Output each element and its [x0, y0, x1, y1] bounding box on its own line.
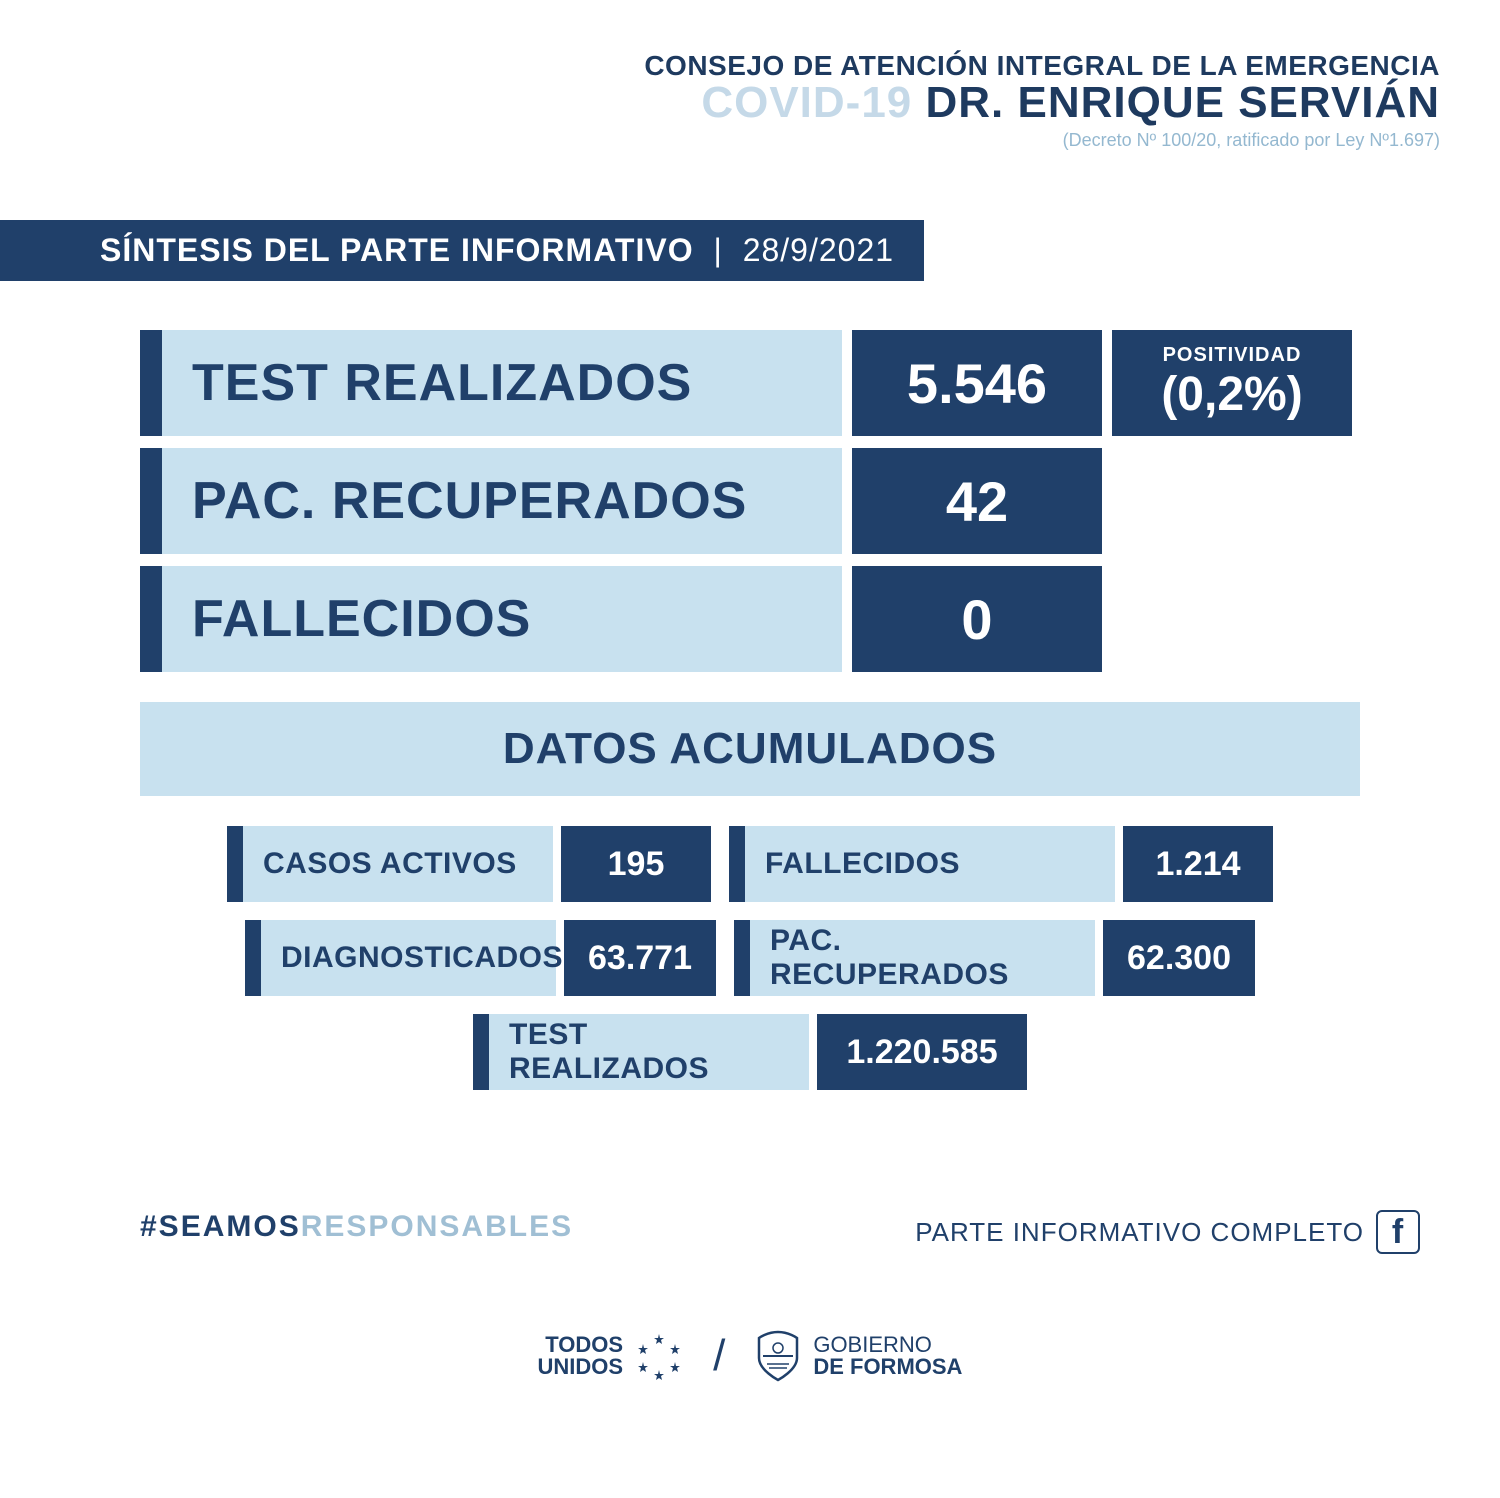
item-accum-tests: TEST REALIZADOS 1.220.585 — [473, 1014, 1027, 1090]
header-doctor: DR. ENRIQUE SERVIÁN — [912, 78, 1440, 127]
label-diagnosed: DIAGNOSTICADOS — [261, 920, 556, 996]
accent-bar — [140, 330, 162, 436]
item-active: CASOS ACTIVOS 195 — [227, 826, 711, 902]
positivity-box: POSITIVIDAD (0,2%) — [1112, 330, 1352, 436]
positivity-label: POSITIVIDAD — [1163, 344, 1302, 367]
shield-icon — [755, 1330, 801, 1382]
logo-text-todos: TODOS UNIDOS — [538, 1334, 624, 1378]
accent-bar — [734, 920, 750, 996]
positivity-value: (0,2%) — [1161, 367, 1302, 422]
accum-row-1: CASOS ACTIVOS 195 FALLECIDOS 1.214 — [140, 826, 1360, 902]
label-accum-tests: TEST REALIZADOS — [489, 1014, 809, 1090]
facebook-icon[interactable]: f — [1376, 1210, 1420, 1254]
label-active: CASOS ACTIVOS — [243, 826, 553, 902]
title-bar: SÍNTESIS DEL PARTE INFORMATIVO | 28/9/20… — [0, 220, 924, 281]
value-tests: 5.546 — [852, 330, 1102, 436]
accum-row-3: TEST REALIZADOS 1.220.585 — [140, 1014, 1360, 1090]
value-active: 195 — [561, 826, 711, 902]
logo-divider: / — [713, 1331, 725, 1381]
header-decree: (Decreto Nº 100/20, ratificado por Ley N… — [644, 130, 1440, 151]
accent-bar — [473, 1014, 489, 1090]
accent-bar — [729, 826, 745, 902]
value-deaths: 0 — [852, 566, 1102, 672]
header-covid: COVID-19 — [701, 78, 912, 127]
hashtag-light: RESPONSABLES — [301, 1210, 573, 1243]
value-recovered: 42 — [852, 448, 1102, 554]
value-accum-tests: 1.220.585 — [817, 1014, 1027, 1090]
item-accum-recovered: PAC. RECUPERADOS 62.300 — [734, 920, 1255, 996]
accent-bar — [227, 826, 243, 902]
accumulated-header: DATOS ACUMULADOS — [140, 702, 1360, 796]
hashtag: #SEAMOSRESPONSABLES — [140, 1210, 573, 1244]
footer-link-text: PARTE INFORMATIVO COMPLETO — [915, 1217, 1364, 1248]
logo-gobierno: GOBIERNO DE FORMOSA — [755, 1330, 962, 1382]
title-label: SÍNTESIS DEL PARTE INFORMATIVO — [100, 232, 694, 268]
label-deaths: FALLECIDOS — [162, 566, 842, 672]
accumulated-grid: CASOS ACTIVOS 195 FALLECIDOS 1.214 DIAGN… — [140, 826, 1360, 1090]
title-date: 28/9/2021 — [743, 232, 894, 268]
item-accum-deaths: FALLECIDOS 1.214 — [729, 826, 1273, 902]
stars-icon — [635, 1332, 683, 1380]
value-accum-deaths: 1.214 — [1123, 826, 1273, 902]
row-recovered: PAC. RECUPERADOS 42 — [140, 448, 1360, 554]
main-content: TEST REALIZADOS 5.546 POSITIVIDAD (0,2%)… — [140, 330, 1360, 1090]
footer-link[interactable]: PARTE INFORMATIVO COMPLETO f — [915, 1210, 1420, 1254]
label-accum-recovered: PAC. RECUPERADOS — [750, 920, 1095, 996]
accent-bar — [245, 920, 261, 996]
item-diagnosed: DIAGNOSTICADOS 63.771 — [245, 920, 716, 996]
accum-row-2: DIAGNOSTICADOS 63.771 PAC. RECUPERADOS 6… — [140, 920, 1360, 996]
title-separator: | — [713, 232, 732, 268]
header-title: COVID-19 DR. ENRIQUE SERVIÁN — [644, 78, 1440, 128]
label-accum-deaths: FALLECIDOS — [745, 826, 1115, 902]
row-deaths: FALLECIDOS 0 — [140, 566, 1360, 672]
logo-todos-unidos: TODOS UNIDOS — [538, 1332, 684, 1380]
accent-bar — [140, 448, 162, 554]
logo-text-gobierno: GOBIERNO DE FORMOSA — [813, 1334, 962, 1378]
label-recovered: PAC. RECUPERADOS — [162, 448, 842, 554]
value-diagnosed: 63.771 — [564, 920, 716, 996]
value-accum-recovered: 62.300 — [1103, 920, 1255, 996]
hashtag-bold: #SEAMOS — [140, 1210, 301, 1243]
label-tests: TEST REALIZADOS — [162, 330, 842, 436]
row-tests: TEST REALIZADOS 5.546 POSITIVIDAD (0,2%) — [140, 330, 1360, 436]
accent-bar — [140, 566, 162, 672]
footer-logos: TODOS UNIDOS / GOBIERNO — [0, 1330, 1500, 1382]
header-block: CONSEJO DE ATENCIÓN INTEGRAL DE LA EMERG… — [644, 50, 1440, 151]
